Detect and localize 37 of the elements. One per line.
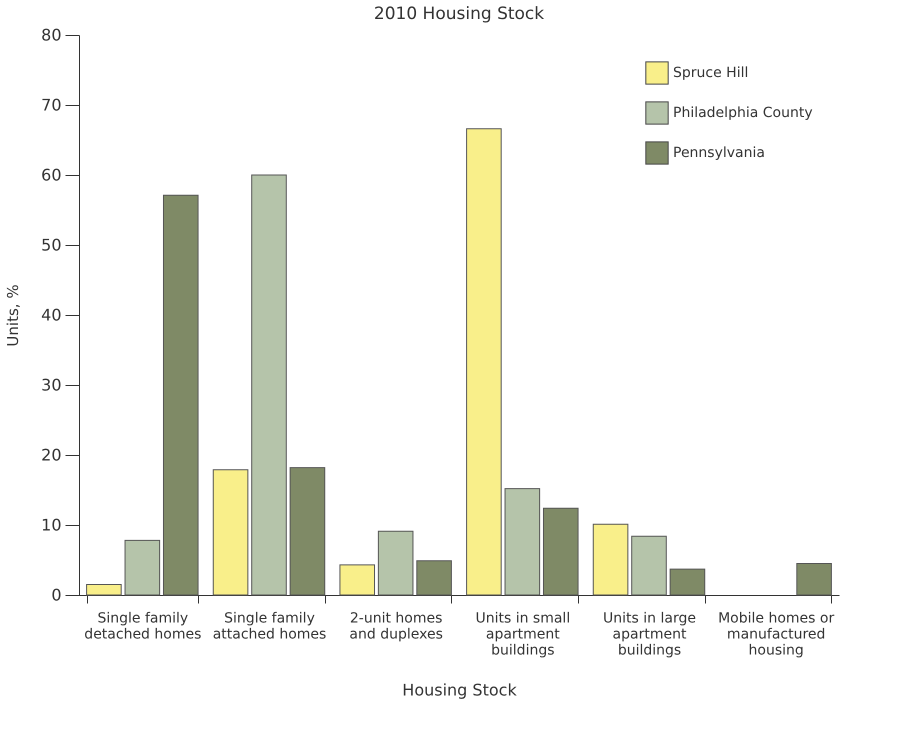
bar bbox=[86, 584, 122, 596]
x-tick-label: Single family attached homes bbox=[212, 610, 326, 642]
chart-title: 2010 Housing Stock bbox=[374, 4, 544, 24]
y-tick-label: 50 bbox=[41, 236, 62, 254]
x-tick-label: Units in small apartment buildings bbox=[475, 610, 570, 658]
y-tick-label: 20 bbox=[41, 446, 62, 464]
legend-label: Philadelphia County bbox=[673, 105, 813, 121]
bar bbox=[416, 560, 452, 596]
legend-label: Spruce Hill bbox=[673, 65, 748, 81]
bar bbox=[542, 508, 579, 596]
bar bbox=[290, 467, 326, 596]
bar bbox=[796, 563, 832, 596]
bar bbox=[631, 536, 667, 596]
y-tick-label: 10 bbox=[41, 516, 62, 534]
bar bbox=[124, 540, 160, 596]
bar bbox=[670, 568, 706, 596]
x-tick-label: Single family detached homes bbox=[84, 610, 202, 642]
y-tick-label: 70 bbox=[41, 96, 62, 114]
y-tick-label: 60 bbox=[41, 166, 62, 184]
bar bbox=[504, 488, 540, 596]
y-tick-label: 80 bbox=[41, 26, 62, 44]
bar bbox=[378, 530, 414, 596]
bar bbox=[251, 174, 287, 596]
bar bbox=[592, 524, 628, 596]
bar bbox=[339, 564, 376, 596]
bar bbox=[212, 469, 248, 596]
y-tick-label: 0 bbox=[51, 586, 62, 604]
x-tick-label: Mobile homes or manufactured housing bbox=[718, 610, 834, 658]
bar bbox=[162, 194, 199, 596]
bar bbox=[466, 128, 502, 596]
x-tick-label: 2-unit homes and duplexes bbox=[349, 610, 443, 642]
y-tick-label: 40 bbox=[41, 306, 62, 324]
legend-label: Pennsylvania bbox=[673, 145, 765, 161]
y-axis-title: Units, % bbox=[4, 284, 22, 347]
y-tick-label: 30 bbox=[41, 376, 62, 394]
x-tick-label: Units in large apartment buildings bbox=[603, 610, 696, 658]
x-axis-title: Housing Stock bbox=[402, 680, 518, 700]
